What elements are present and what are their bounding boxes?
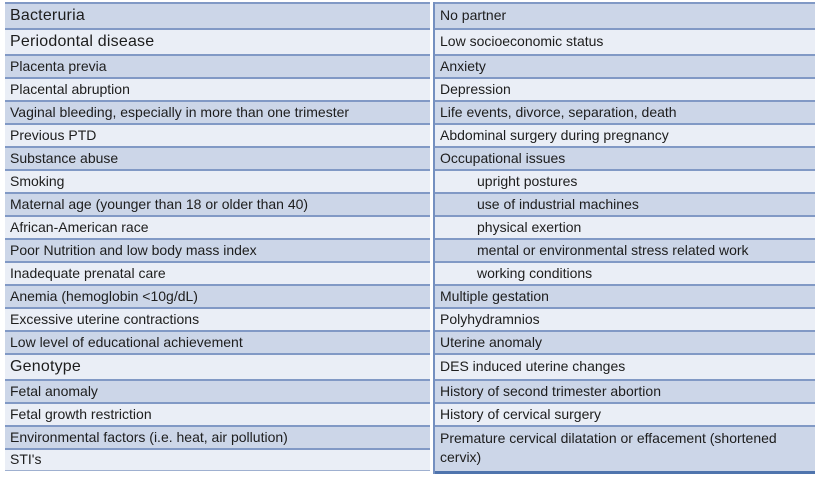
table-cell: Uterine anomaly: [435, 330, 815, 353]
table-cell: Environmental factors (i.e. heat, air po…: [5, 425, 430, 448]
table-cell: Fetal anomaly: [5, 379, 430, 402]
table-cell: Low level of educational achievement: [5, 330, 430, 353]
table-cell: DES induced uterine changes: [435, 353, 815, 379]
table-cell: Bacteruria: [5, 2, 430, 28]
table-cell: History of cervical surgery: [435, 402, 815, 425]
table-cell-sub-item: mental or environmental stress related w…: [435, 238, 815, 261]
table-cell: Smoking: [5, 169, 430, 192]
table-cell: Genotype: [5, 353, 430, 379]
table-cell: Vaginal bleeding, especially in more tha…: [5, 100, 430, 123]
table-column-left: Bacteruria Periodontal disease Placenta …: [5, 2, 430, 471]
table-cell-sub-item: upright postures: [435, 169, 815, 192]
table-cell: Placental abruption: [5, 77, 430, 100]
table-cell: Previous PTD: [5, 123, 430, 146]
table-cell-sub-item: physical exertion: [435, 215, 815, 238]
table-cell-merged: Premature cervical dilatation or effacem…: [435, 425, 815, 474]
table-cell: Fetal growth restriction: [5, 402, 430, 425]
risk-factors-table: Bacteruria Periodontal disease Placenta …: [5, 2, 815, 474]
table-cell: Placenta previa: [5, 54, 430, 77]
table-cell: No partner: [435, 2, 815, 28]
table-cell: Inadequate prenatal care: [5, 261, 430, 284]
table-cell: Occupational issues: [435, 146, 815, 169]
table-cell-sub-item: working conditions: [435, 261, 815, 284]
table-cell: Abdominal surgery during pregnancy: [435, 123, 815, 146]
table-cell: Multiple gestation: [435, 284, 815, 307]
table-cell: Low socioeconomic status: [435, 28, 815, 54]
table-cell: Depression: [435, 77, 815, 100]
table-cell: STI's: [5, 448, 430, 471]
table-cell: Poor Nutrition and low body mass index: [5, 238, 430, 261]
table-cell: History of second trimester abortion: [435, 379, 815, 402]
table-cell: Anxiety: [435, 54, 815, 77]
table-cell: Polyhydramnios: [435, 307, 815, 330]
table-cell-sub-item: use of industrial machines: [435, 192, 815, 215]
table-cell: African-American race: [5, 215, 430, 238]
table-cell: Maternal age (younger than 18 or older t…: [5, 192, 430, 215]
table-cell: Excessive uterine contractions: [5, 307, 430, 330]
table-cell: Periodontal disease: [5, 28, 430, 54]
table-column-right: No partner Low socioeconomic status Anxi…: [433, 2, 815, 474]
table-cell: Substance abuse: [5, 146, 430, 169]
table-cell: Anemia (hemoglobin <10g/dL): [5, 284, 430, 307]
table-cell: Life events, divorce, separation, death: [435, 100, 815, 123]
